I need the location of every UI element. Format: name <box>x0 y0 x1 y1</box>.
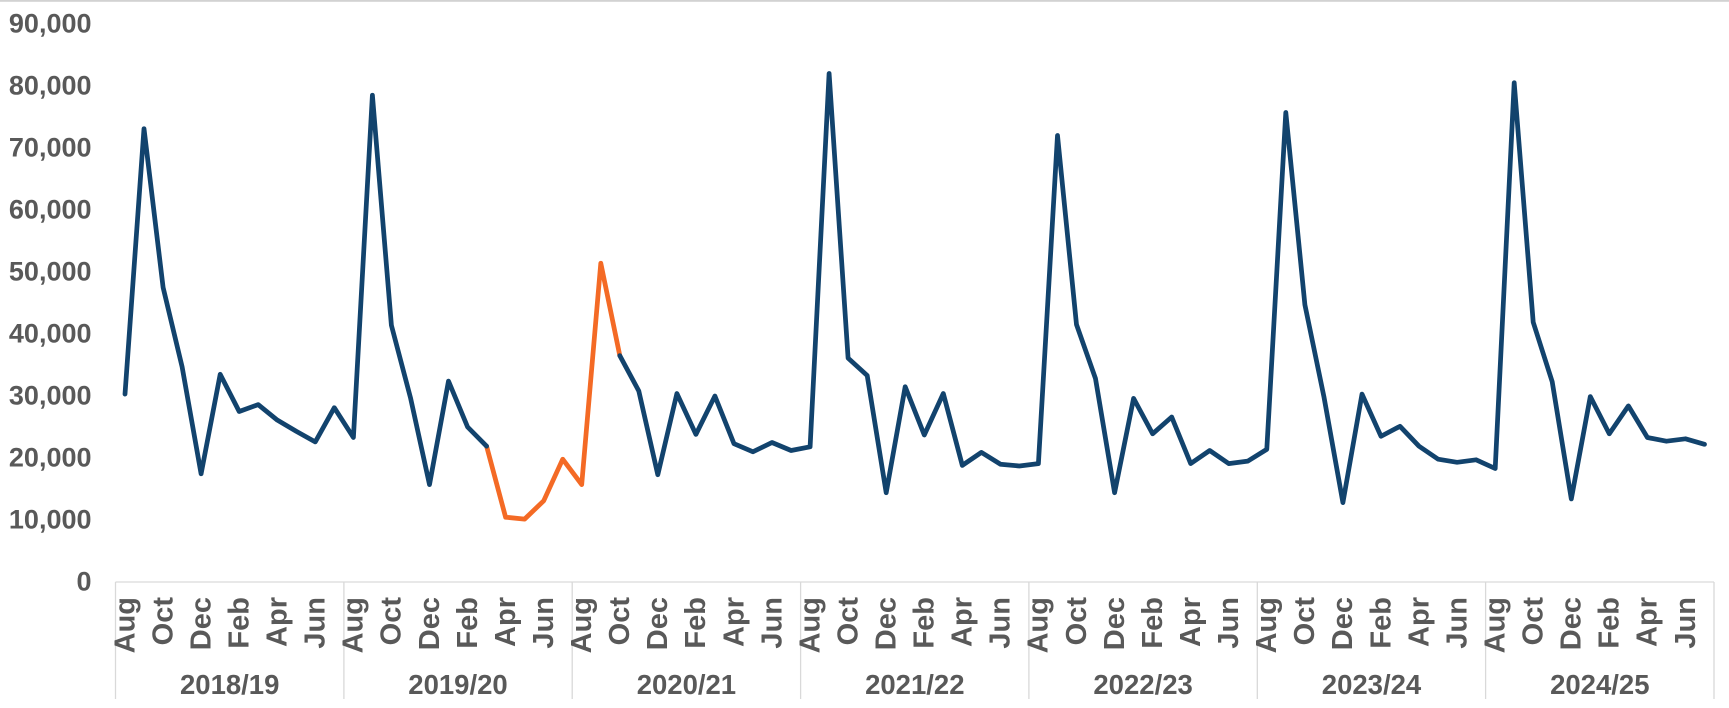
svg-text:Feb: Feb <box>452 597 484 649</box>
svg-text:Aug: Aug <box>566 597 598 653</box>
svg-text:Oct: Oct <box>376 597 408 646</box>
svg-text:90,000: 90,000 <box>9 9 92 39</box>
svg-text:Jun: Jun <box>1213 597 1245 649</box>
svg-text:Apr: Apr <box>1403 597 1435 647</box>
svg-text:Apr: Apr <box>718 597 750 647</box>
svg-text:0: 0 <box>76 567 91 597</box>
svg-text:Feb: Feb <box>909 597 941 649</box>
svg-text:Aug: Aug <box>1251 597 1283 653</box>
svg-text:40,000: 40,000 <box>9 319 92 349</box>
svg-text:Oct: Oct <box>604 597 636 646</box>
svg-text:Dec: Dec <box>1099 597 1131 650</box>
svg-text:Feb: Feb <box>1365 597 1397 649</box>
svg-text:Dec: Dec <box>871 597 903 650</box>
svg-text:Aug: Aug <box>1023 597 1055 653</box>
svg-text:2022/23: 2022/23 <box>1093 669 1192 700</box>
svg-text:Aug: Aug <box>794 597 826 653</box>
svg-text:Apr: Apr <box>262 597 294 647</box>
svg-text:Apr: Apr <box>1175 597 1207 647</box>
svg-text:Feb: Feb <box>224 597 256 649</box>
svg-text:2021/22: 2021/22 <box>865 669 964 700</box>
svg-text:Dec: Dec <box>642 597 674 650</box>
svg-text:Apr: Apr <box>490 597 522 647</box>
svg-text:Feb: Feb <box>680 597 712 649</box>
svg-text:10,000: 10,000 <box>9 505 92 535</box>
svg-text:2018/19: 2018/19 <box>180 669 279 700</box>
svg-text:Aug: Aug <box>109 597 141 653</box>
svg-text:2024/25: 2024/25 <box>1550 669 1649 700</box>
svg-text:30,000: 30,000 <box>9 381 92 411</box>
svg-text:Dec: Dec <box>1556 597 1588 650</box>
svg-text:Oct: Oct <box>832 597 864 646</box>
svg-text:Jun: Jun <box>1441 597 1473 649</box>
svg-text:Aug: Aug <box>1480 597 1512 653</box>
svg-text:80,000: 80,000 <box>9 71 92 101</box>
svg-text:Apr: Apr <box>947 597 979 647</box>
svg-text:60,000: 60,000 <box>9 195 92 225</box>
svg-text:Jun: Jun <box>985 597 1017 649</box>
svg-text:Jun: Jun <box>300 597 332 649</box>
svg-text:Feb: Feb <box>1137 597 1169 649</box>
svg-text:Apr: Apr <box>1632 597 1664 647</box>
svg-text:Feb: Feb <box>1594 597 1626 649</box>
svg-text:50,000: 50,000 <box>9 257 92 287</box>
svg-text:2020/21: 2020/21 <box>637 669 736 700</box>
svg-text:Jun: Jun <box>1670 597 1702 649</box>
svg-text:Oct: Oct <box>1518 597 1550 646</box>
svg-text:Dec: Dec <box>1327 597 1359 650</box>
svg-text:Oct: Oct <box>1289 597 1321 646</box>
svg-text:Dec: Dec <box>185 597 217 650</box>
svg-text:Aug: Aug <box>338 597 370 653</box>
svg-text:20,000: 20,000 <box>9 443 92 473</box>
svg-text:Oct: Oct <box>1061 597 1093 646</box>
svg-text:Dec: Dec <box>414 597 446 650</box>
svg-text:2019/20: 2019/20 <box>408 669 507 700</box>
svg-text:Jun: Jun <box>528 597 560 649</box>
svg-text:Oct: Oct <box>147 597 179 646</box>
svg-text:70,000: 70,000 <box>9 133 92 163</box>
svg-text:Jun: Jun <box>756 597 788 649</box>
svg-text:2023/24: 2023/24 <box>1322 669 1422 700</box>
